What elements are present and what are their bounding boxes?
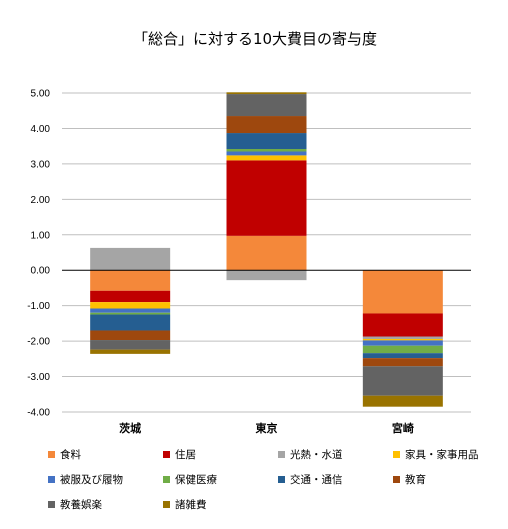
legend-label: 諸雑費 bbox=[175, 498, 207, 511]
bar-segment bbox=[362, 366, 443, 396]
legend-label: 保健医療 bbox=[175, 473, 217, 486]
legend-swatch bbox=[48, 501, 55, 508]
legend-label: 教養娯楽 bbox=[60, 498, 102, 511]
bar-segment bbox=[362, 270, 443, 314]
y-tick-label: -2.00 bbox=[27, 337, 50, 348]
legend-label: 食料 bbox=[60, 448, 81, 461]
x-axis: 茨城 東京 宮崎 bbox=[119, 421, 414, 435]
legend-swatch bbox=[278, 476, 285, 483]
legend-swatch bbox=[278, 451, 285, 458]
y-tick-label: 3.00 bbox=[31, 159, 51, 170]
bar-segment bbox=[226, 151, 307, 156]
bar-segment bbox=[226, 94, 307, 117]
bar-segment bbox=[226, 149, 307, 152]
y-axis: 5.00 4.00 3.00 2.00 1.00 0.00 -1.00 -2.00 -3.00 -… bbox=[27, 89, 50, 419]
y-tick-label: -4.00 bbox=[27, 408, 50, 419]
legend-swatch bbox=[163, 451, 170, 458]
x-category-label: 東京 bbox=[256, 421, 278, 435]
legend-label: 光熱・水道 bbox=[290, 448, 343, 461]
legend-label: 家具・家事用品 bbox=[405, 448, 479, 461]
bar-segment bbox=[226, 92, 307, 95]
legend-label: 教育 bbox=[405, 473, 426, 486]
bar-segment bbox=[362, 358, 443, 367]
bar-segment bbox=[90, 314, 171, 331]
y-tick-label: -3.00 bbox=[27, 372, 50, 383]
legend-label: 住居 bbox=[175, 448, 196, 461]
legend-swatch bbox=[163, 476, 170, 483]
y-tick-label: 5.00 bbox=[31, 89, 51, 100]
x-category-label: 茨城 bbox=[119, 421, 141, 435]
bar-segment bbox=[90, 340, 171, 350]
bar-segment bbox=[90, 308, 171, 313]
legend-label: 被服及び履物 bbox=[60, 473, 123, 486]
bar-segment bbox=[90, 330, 171, 341]
legend-swatch bbox=[48, 451, 55, 458]
bar-segment bbox=[90, 349, 171, 354]
bar-segment bbox=[362, 353, 443, 359]
bar-segment bbox=[362, 340, 443, 346]
y-tick-label: 2.00 bbox=[31, 195, 51, 206]
bar-segment bbox=[226, 160, 307, 236]
bar-segment bbox=[226, 116, 307, 134]
bars bbox=[90, 92, 443, 407]
bar-segment bbox=[226, 270, 307, 281]
bar-segment bbox=[226, 235, 307, 271]
bar-segment bbox=[362, 338, 443, 341]
bar-segment bbox=[362, 395, 443, 407]
bar-segment bbox=[362, 336, 443, 339]
legend-swatch bbox=[393, 476, 400, 483]
legend-swatch bbox=[163, 501, 170, 508]
bar-segment bbox=[226, 133, 307, 150]
bar-segment bbox=[90, 302, 171, 309]
bar-segment bbox=[90, 247, 171, 271]
bar-segment bbox=[362, 345, 443, 354]
bar-segment bbox=[90, 290, 171, 303]
y-tick-label: 4.00 bbox=[31, 124, 51, 135]
bar-segment bbox=[362, 313, 443, 337]
bar-segment bbox=[226, 155, 307, 161]
bar-segment bbox=[90, 270, 171, 291]
y-tick-label: 0.00 bbox=[31, 266, 51, 277]
x-category-label: 宮崎 bbox=[392, 421, 414, 435]
bar-segment bbox=[90, 312, 171, 315]
legend-swatch bbox=[393, 451, 400, 458]
y-tick-label: -1.00 bbox=[27, 301, 50, 312]
legend-swatch bbox=[48, 476, 55, 483]
chart-title: 「総合」に対する10大費目の寄与度 bbox=[133, 30, 377, 48]
legend-label: 交通・通信 bbox=[290, 473, 343, 486]
y-tick-label: 1.00 bbox=[31, 230, 51, 241]
